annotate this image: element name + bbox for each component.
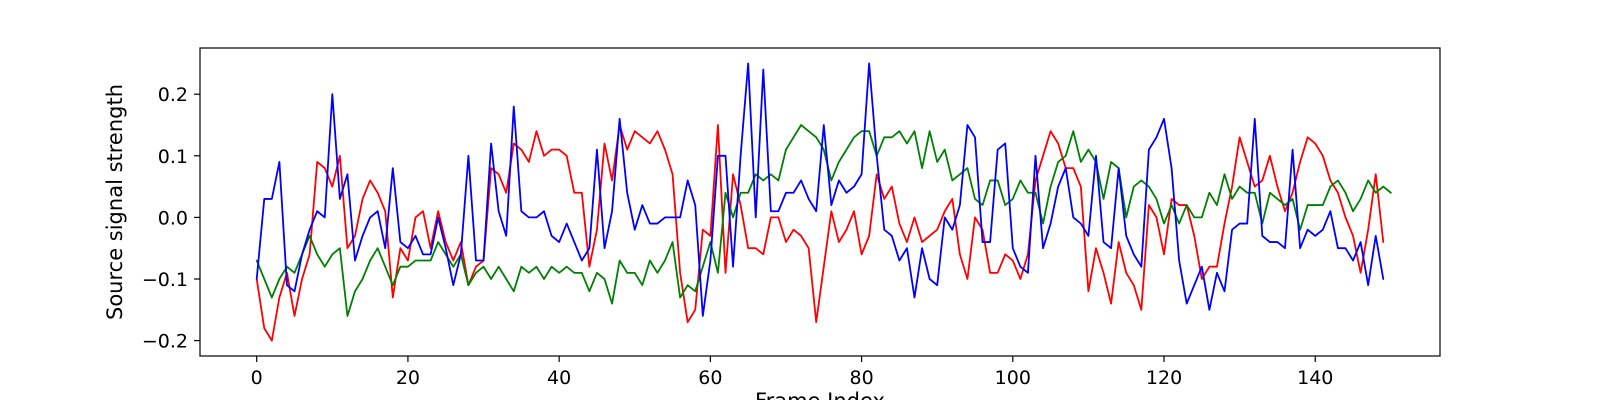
x-tick-label: 80 bbox=[849, 367, 873, 389]
x-tick-label: 120 bbox=[1146, 367, 1182, 389]
x-axis: 0 20 40 60 80 100 120 140 bbox=[251, 356, 1333, 389]
x-tick-label: 0 bbox=[251, 367, 263, 389]
series-line-1 bbox=[255, 124, 1385, 342]
x-tick-label: 60 bbox=[698, 367, 722, 389]
x-tick-label: 100 bbox=[995, 367, 1031, 389]
y-tick-label: 0.0 bbox=[158, 207, 188, 229]
series-line-2 bbox=[255, 124, 1392, 317]
plot-frame bbox=[199, 47, 1441, 357]
y-tick-label: 0.1 bbox=[158, 146, 188, 168]
y-axis: −0.2 −0.1 0.0 0.1 0.2 bbox=[142, 84, 200, 353]
series-line-3 bbox=[255, 62, 1385, 317]
x-tick-label: 20 bbox=[396, 367, 420, 389]
y-axis-label: Source signal strength bbox=[103, 84, 127, 320]
x-axis-label: Frame Index bbox=[755, 389, 885, 400]
y-tick-label: 0.2 bbox=[158, 84, 188, 106]
series-group bbox=[255, 62, 1392, 342]
x-tick-label: 140 bbox=[1297, 367, 1333, 389]
x-tick-label: 40 bbox=[547, 367, 571, 389]
y-tick-label: −0.2 bbox=[142, 331, 188, 353]
y-tick-label: −0.1 bbox=[142, 269, 188, 291]
